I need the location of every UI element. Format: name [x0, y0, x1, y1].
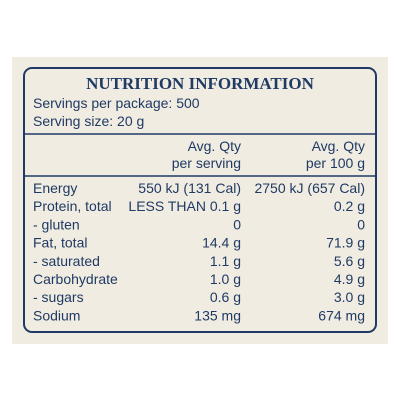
per-serving-value: 135 mg	[194, 307, 241, 323]
per-100g-value: 3.0 g	[334, 289, 365, 305]
per-serving-value: 0	[233, 216, 241, 232]
nutrient-label: Energy	[33, 180, 77, 196]
per-serving-value: LESS THAN 0.1 g	[128, 198, 241, 214]
per-100g-value: 2750 kJ (657 Cal)	[254, 180, 365, 196]
panel-background	[12, 57, 388, 344]
per-100g-value: 0	[357, 216, 365, 232]
column-header: per serving	[172, 155, 241, 171]
column-header: Avg. Qty	[188, 138, 241, 154]
per-serving-value: 550 kJ (131 Cal)	[138, 180, 241, 196]
nutrient-label: - sugars	[33, 289, 84, 305]
column-header: Avg. Qty	[312, 138, 365, 154]
table-body: Energy 550 kJ (131 Cal) 2750 kJ (657 Cal) P…	[33, 180, 365, 323]
per-serving-value: 1.0 g	[210, 271, 241, 287]
serving-size: Serving size: 20 g	[33, 113, 144, 129]
nutrient-label: Protein, total	[33, 198, 112, 214]
nutrient-label: Fat, total	[33, 235, 87, 251]
per-100g-value: 71.9 g	[326, 235, 365, 251]
per-serving-value: 14.4 g	[202, 235, 241, 251]
per-100g-value: 0.2 g	[334, 198, 365, 214]
nutrient-label: Sodium	[33, 307, 80, 323]
per-100g-value: 4.9 g	[334, 271, 365, 287]
servings-per-package: Servings per package: 500	[33, 95, 200, 111]
column-header: per 100 g	[306, 155, 365, 171]
per-100g-value: 5.6 g	[334, 253, 365, 269]
per-serving-value: 1.1 g	[210, 253, 241, 269]
nutrient-label: - saturated	[33, 253, 100, 269]
per-100g-value: 674 mg	[318, 307, 365, 323]
nutrient-label: - gluten	[33, 216, 80, 232]
title: NUTRITION INFORMATION	[86, 74, 315, 93]
per-serving-value: 0.6 g	[210, 289, 241, 305]
nutrient-label: Carbohydrate	[33, 271, 118, 287]
panel-border	[23, 67, 377, 333]
